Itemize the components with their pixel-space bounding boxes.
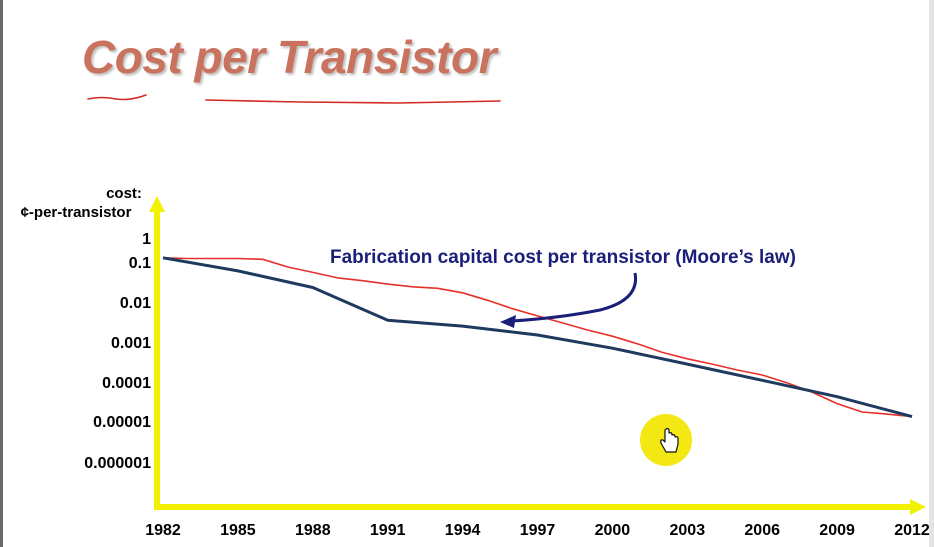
y-tick-labels: 1 0.1 0.01 0.001 0.0001 0.00001 0.000001 0.0000… xyxy=(75,0,151,472)
x-tick-label: 2006 xyxy=(744,522,780,539)
hand-pointer-icon xyxy=(660,427,679,453)
cursor-highlight xyxy=(640,414,692,466)
y-tick-label: 0.0000001 xyxy=(75,0,151,4)
x-tick-label: 2000 xyxy=(595,522,631,539)
left-border xyxy=(0,0,3,547)
x-tick-label: 1982 xyxy=(145,522,181,539)
right-border xyxy=(929,0,934,547)
annotation-arrowhead xyxy=(500,315,516,328)
annotation: Fabrication capital cost per transistor … xyxy=(330,247,796,328)
annotation-arrow xyxy=(511,272,638,323)
x-tick-label: 2009 xyxy=(819,522,855,539)
y-tick-label: 0.1 xyxy=(129,255,151,272)
slide-title: Cost per Transistor xyxy=(82,31,496,83)
y-tick-label: 0.00001 xyxy=(93,414,151,431)
y-tick-label: 0.000001 xyxy=(84,455,151,472)
series-line-cost-per-transistor xyxy=(162,257,913,418)
series-line-fabrication-capital-cost xyxy=(162,256,913,419)
axes xyxy=(149,196,926,515)
x-tick-label: 1991 xyxy=(370,522,406,539)
y-tick-label: 0.01 xyxy=(120,295,151,312)
y-tick-label: 0.001 xyxy=(111,335,151,352)
x-tick-label: 2003 xyxy=(670,522,706,539)
title-underline xyxy=(87,94,501,104)
annotation-text: Fabrication capital cost per transistor … xyxy=(330,247,796,268)
series-layer xyxy=(162,256,913,419)
y-tick-label: 0.0001 xyxy=(102,375,151,392)
y-axis-label-line1: cost: xyxy=(106,185,142,202)
x-axis-arrow xyxy=(910,499,926,515)
x-tick-label: 1997 xyxy=(520,522,556,539)
y-axis-label-line2: ¢-per-transistor xyxy=(21,204,132,221)
x-tick-label: 1985 xyxy=(220,522,256,539)
x-tick-label: 1988 xyxy=(295,522,331,539)
x-tick-labels: 1982 1985 1988 1991 1994 1997 2000 2003 2006 2009… xyxy=(145,522,930,539)
y-tick-label: 1 xyxy=(142,231,151,248)
x-tick-label: 1994 xyxy=(445,522,481,539)
x-tick-label: 2012 xyxy=(894,522,930,539)
y-axis-arrow xyxy=(149,196,165,212)
